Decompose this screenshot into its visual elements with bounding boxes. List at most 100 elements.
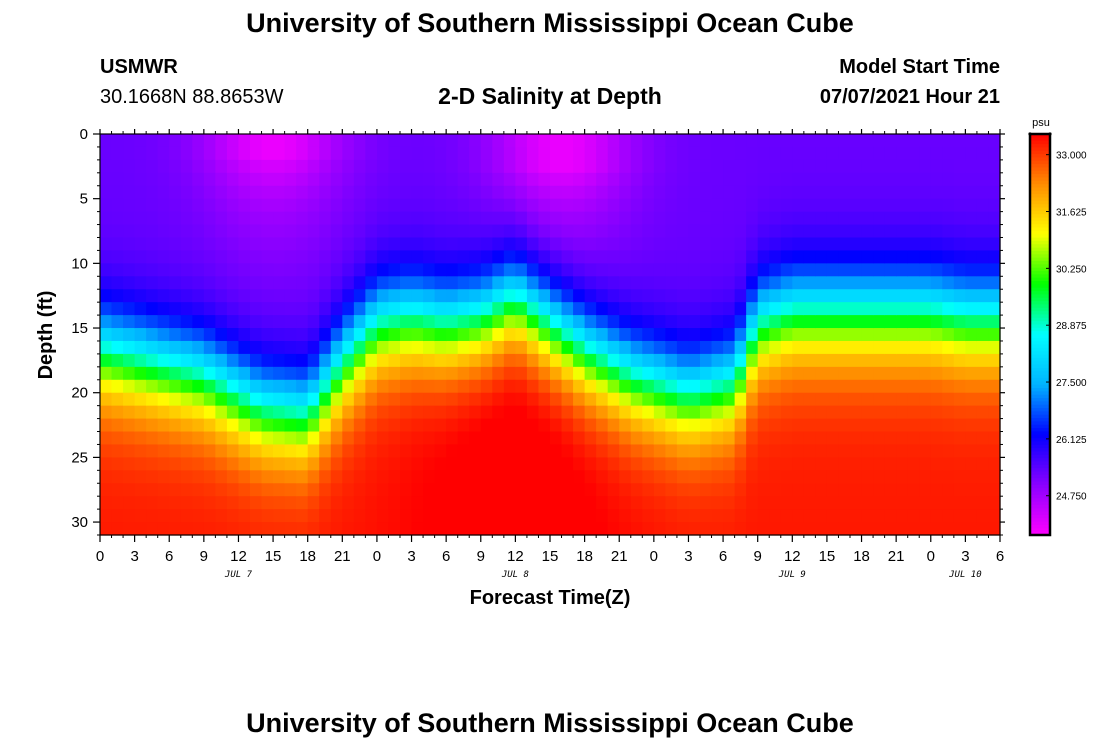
heatmap-cell bbox=[342, 366, 355, 381]
heatmap-cell bbox=[330, 250, 343, 264]
colorbar-swatch bbox=[1030, 197, 1050, 202]
heatmap-cell bbox=[896, 431, 909, 446]
colorbar-swatch bbox=[1030, 324, 1050, 329]
heatmap-cell bbox=[261, 328, 274, 342]
heatmap-cell bbox=[746, 211, 759, 226]
colorbar-swatch bbox=[1030, 144, 1050, 148]
heatmap-cell bbox=[215, 315, 228, 329]
heatmap-cell bbox=[757, 470, 770, 484]
heatmap-cell bbox=[515, 340, 528, 355]
heatmap-cell bbox=[203, 457, 216, 471]
heatmap-cell bbox=[319, 431, 332, 446]
heatmap-cell bbox=[180, 405, 193, 420]
heatmap-cell bbox=[111, 185, 124, 200]
heatmap-cell bbox=[930, 146, 943, 161]
heatmap-cell bbox=[180, 418, 193, 433]
heatmap-cell bbox=[919, 289, 932, 303]
heatmap-cell bbox=[146, 340, 159, 355]
heatmap-cell bbox=[503, 185, 516, 200]
heatmap-cell bbox=[169, 522, 182, 536]
heatmap-cell bbox=[434, 211, 447, 226]
heatmap-cell bbox=[526, 276, 540, 290]
heatmap-cell bbox=[746, 185, 759, 200]
heatmap-cell bbox=[803, 496, 816, 510]
heatmap-cell bbox=[838, 431, 851, 446]
heatmap-cell bbox=[203, 237, 216, 252]
heatmap-cell bbox=[953, 392, 966, 407]
heatmap-cell bbox=[319, 366, 332, 381]
heatmap-cell bbox=[850, 134, 863, 148]
heatmap-cell bbox=[838, 276, 851, 290]
heatmap-cell bbox=[134, 276, 147, 290]
heatmap-cell bbox=[238, 431, 251, 446]
heatmap-cell bbox=[307, 159, 320, 174]
heatmap-cell bbox=[157, 159, 170, 174]
heatmap-cell bbox=[907, 185, 920, 200]
heatmap-cell bbox=[538, 263, 551, 277]
heatmap-cell bbox=[734, 457, 747, 471]
heatmap-cell bbox=[111, 237, 124, 252]
heatmap-cell bbox=[215, 185, 228, 200]
heatmap-cell bbox=[642, 302, 655, 316]
heatmap-cell bbox=[550, 250, 563, 264]
heatmap-cell bbox=[226, 315, 240, 329]
heatmap-cell bbox=[503, 496, 516, 510]
heatmap-cell bbox=[965, 211, 978, 226]
heatmap-cell bbox=[250, 522, 263, 536]
heatmap-cell bbox=[896, 198, 909, 213]
heatmap-cell bbox=[157, 185, 170, 200]
heatmap-cell bbox=[515, 470, 528, 484]
heatmap-cell bbox=[596, 198, 609, 213]
heatmap-cell bbox=[180, 340, 193, 355]
heatmap-cell bbox=[123, 185, 136, 200]
heatmap-cell bbox=[584, 457, 597, 471]
heatmap-cell bbox=[780, 185, 793, 200]
colorbar-swatch bbox=[1030, 444, 1050, 449]
heatmap-cell bbox=[157, 289, 170, 303]
heatmap-cell bbox=[307, 496, 320, 510]
heatmap-cell bbox=[376, 340, 390, 355]
heatmap-cell bbox=[526, 146, 540, 161]
heatmap-cell bbox=[503, 237, 516, 252]
colorbar-swatch bbox=[1030, 454, 1050, 459]
heatmap-cell bbox=[976, 366, 990, 381]
heatmap-cell bbox=[100, 159, 113, 174]
heatmap-cell bbox=[353, 172, 366, 187]
heatmap-cell bbox=[700, 379, 713, 394]
heatmap-cell bbox=[826, 276, 840, 290]
heatmap-cell bbox=[330, 276, 343, 290]
heatmap-cell bbox=[965, 289, 978, 303]
heatmap-cell bbox=[723, 431, 736, 446]
heatmap-cell bbox=[873, 496, 886, 510]
heatmap-cell bbox=[111, 198, 124, 213]
heatmap-cell bbox=[238, 211, 251, 226]
heatmap-cell bbox=[688, 250, 701, 264]
heatmap-cell bbox=[792, 276, 805, 290]
heatmap-cell bbox=[503, 392, 516, 407]
heatmap-cell bbox=[884, 353, 897, 368]
heatmap-cell bbox=[930, 250, 943, 264]
heatmap-cell bbox=[642, 211, 655, 226]
heatmap-cell bbox=[446, 134, 459, 148]
heatmap-cell bbox=[100, 263, 113, 277]
heatmap-cell bbox=[238, 276, 251, 290]
heatmap-cell bbox=[446, 328, 459, 342]
heatmap-cell bbox=[619, 198, 632, 213]
heatmap-cell bbox=[330, 522, 343, 536]
x-tick-label: 6 bbox=[996, 548, 1004, 565]
heatmap-cell bbox=[434, 250, 447, 264]
heatmap-cell bbox=[134, 237, 147, 252]
heatmap-cell bbox=[434, 224, 447, 239]
heatmap-cell bbox=[723, 211, 736, 226]
heatmap-cell bbox=[411, 302, 424, 316]
heatmap-cell bbox=[480, 211, 493, 226]
heatmap-cell bbox=[203, 522, 216, 536]
heatmap-cell bbox=[446, 211, 459, 226]
heatmap-cell bbox=[907, 302, 920, 316]
colorbar-swatch bbox=[1030, 217, 1050, 222]
heatmap-cell bbox=[296, 198, 309, 213]
colorbar-swatch bbox=[1030, 431, 1050, 436]
heatmap-cell bbox=[192, 340, 205, 355]
heatmap-cell bbox=[296, 276, 309, 290]
heatmap-cell bbox=[665, 250, 678, 264]
